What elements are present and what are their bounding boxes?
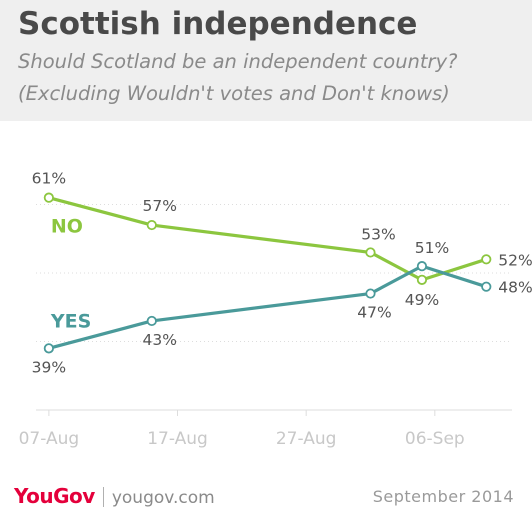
data-label-no-2: 53% xyxy=(361,225,395,243)
chart-subtitle-line-1: Should Scotland be an independent countr… xyxy=(18,50,458,73)
footer-divider xyxy=(102,487,104,507)
x-tick-label-1: 17-Aug xyxy=(147,429,208,449)
data-point-yes-4 xyxy=(481,281,492,292)
data-label-yes-3: 51% xyxy=(415,239,449,257)
data-point-no-4 xyxy=(481,254,492,265)
data-point-no-2 xyxy=(365,247,376,258)
data-point-no-3 xyxy=(416,274,428,285)
footer-site: yougov.com xyxy=(111,488,215,508)
line-chart: 07-Aug 17-Aug 27-Aug 06-Sep 61% 57% 53% 49% 52% N… xyxy=(19,170,532,449)
data-point-yes-1 xyxy=(146,315,157,327)
x-tick-label-3: 06-Sep xyxy=(405,429,465,449)
data-point-yes-3 xyxy=(416,261,428,272)
data-label-yes-1: 43% xyxy=(143,331,177,349)
header-panel: Scottish independence Should Scotland be… xyxy=(0,0,532,121)
data-label-no-4: 52% xyxy=(498,251,532,269)
data-label-no-0: 61% xyxy=(32,170,66,188)
footer-date: September 2014 xyxy=(372,487,514,506)
yougov-logo: YouGov xyxy=(14,484,95,508)
data-point-no-0 xyxy=(43,192,54,203)
series-label-yes: YES xyxy=(50,310,91,332)
data-label-yes-0: 39% xyxy=(32,358,66,376)
x-tick-label-0: 07-Aug xyxy=(19,429,80,449)
footer-branding: YouGov yougov.com xyxy=(14,484,215,508)
data-label-no-1: 57% xyxy=(143,197,177,215)
data-point-yes-0 xyxy=(43,343,54,354)
data-point-yes-2 xyxy=(365,288,376,299)
x-tick-label-2: 27-Aug xyxy=(276,429,337,449)
chart-title: Scottish independence xyxy=(18,6,418,42)
data-label-no-3: 49% xyxy=(405,291,439,309)
series-label-no: NO xyxy=(51,216,83,238)
chart-subtitle-line-2: (Excluding Wouldn't votes and Don't know… xyxy=(18,82,450,105)
data-point-no-1 xyxy=(146,219,157,231)
data-label-yes-2: 47% xyxy=(357,304,391,322)
data-label-yes-4: 48% xyxy=(498,279,532,297)
